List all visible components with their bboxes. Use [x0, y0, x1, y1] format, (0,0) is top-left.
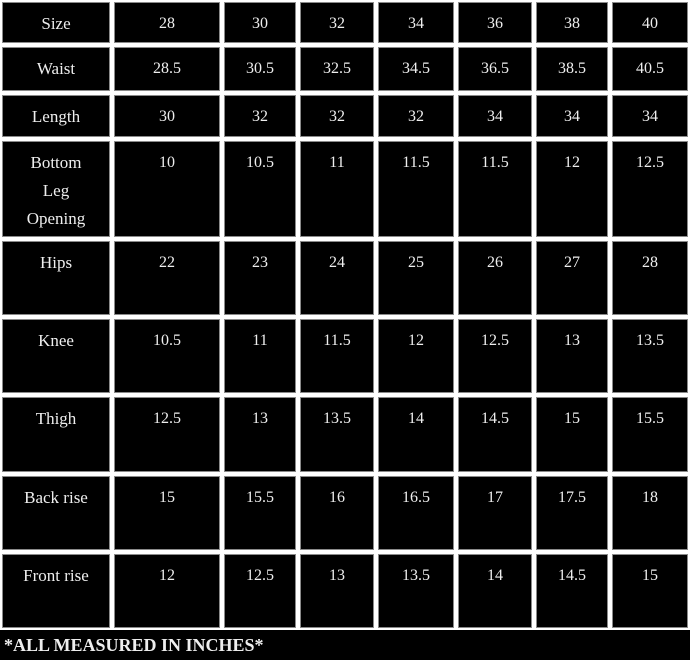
row-header: Hips	[2, 241, 110, 315]
table-cell: 36.5	[458, 47, 532, 91]
table-cell: 34	[536, 95, 608, 137]
table-cell: 38	[536, 2, 608, 43]
table-cell: 12	[536, 141, 608, 237]
table-cell: 24	[300, 241, 374, 315]
table-cell: 13.5	[378, 554, 454, 628]
table-cell: 40.5	[612, 47, 688, 91]
table-cell: 14.5	[458, 397, 532, 472]
table-cell: 32	[300, 95, 374, 137]
table-cell: 28	[114, 2, 220, 43]
table-cell: 12.5	[224, 554, 296, 628]
row-header: Thigh	[2, 397, 110, 472]
table-cell: 12	[114, 554, 220, 628]
measurement-note: *ALL MEASURED IN INCHES*	[0, 630, 690, 660]
table-cell: 18	[612, 476, 688, 550]
table-cell: 13.5	[300, 397, 374, 472]
table-cell: 23	[224, 241, 296, 315]
table-cell: 38.5	[536, 47, 608, 91]
table-cell: 10.5	[224, 141, 296, 237]
table-cell: 17.5	[536, 476, 608, 550]
table-cell: 16	[300, 476, 374, 550]
table-cell: 32	[378, 95, 454, 137]
table-cell: 32	[224, 95, 296, 137]
table-cell: 25	[378, 241, 454, 315]
table-cell: 13	[536, 319, 608, 393]
table-cell: 36	[458, 2, 532, 43]
row-header: Back rise	[2, 476, 110, 550]
table-cell: 11.5	[378, 141, 454, 237]
table-cell: 17	[458, 476, 532, 550]
table-cell: 22	[114, 241, 220, 315]
table-cell: 10.5	[114, 319, 220, 393]
row-header: Bottom Leg Opening	[2, 141, 110, 237]
table-cell: 34	[612, 95, 688, 137]
table-cell: 32	[300, 2, 374, 43]
table-cell: 11	[300, 141, 374, 237]
row-header: Front rise	[2, 554, 110, 628]
table-cell: 15	[536, 397, 608, 472]
table-cell: 14	[458, 554, 532, 628]
row-header: Size	[2, 2, 110, 43]
table-cell: 40	[612, 2, 688, 43]
table-cell: 15	[612, 554, 688, 628]
table-cell: 11	[224, 319, 296, 393]
table-cell: 34	[458, 95, 532, 137]
table-cell: 16.5	[378, 476, 454, 550]
table-cell: 34	[378, 2, 454, 43]
table-cell: 30.5	[224, 47, 296, 91]
size-chart-table: Size 28 30 32 34 36 38 40 Waist 28.5 30.5 32.5 34.5 3…	[2, 2, 688, 628]
table-cell: 10	[114, 141, 220, 237]
table-cell: 11.5	[300, 319, 374, 393]
table-cell: 12.5	[612, 141, 688, 237]
table-cell: 15.5	[224, 476, 296, 550]
table-cell: 30	[114, 95, 220, 137]
table-cell: 12.5	[458, 319, 532, 393]
row-header: Length	[2, 95, 110, 137]
table-cell: 28	[612, 241, 688, 315]
table-cell: 15.5	[612, 397, 688, 472]
row-header: Knee	[2, 319, 110, 393]
table-cell: 14.5	[536, 554, 608, 628]
table-cell: 11.5	[458, 141, 532, 237]
row-header: Waist	[2, 47, 110, 91]
table-cell: 12	[378, 319, 454, 393]
table-cell: 14	[378, 397, 454, 472]
table-cell: 13.5	[612, 319, 688, 393]
table-cell: 13	[300, 554, 374, 628]
table-cell: 28.5	[114, 47, 220, 91]
table-cell: 34.5	[378, 47, 454, 91]
table-cell: 13	[224, 397, 296, 472]
table-cell: 12.5	[114, 397, 220, 472]
table-cell: 26	[458, 241, 532, 315]
table-cell: 27	[536, 241, 608, 315]
table-cell: 15	[114, 476, 220, 550]
table-cell: 30	[224, 2, 296, 43]
table-cell: 32.5	[300, 47, 374, 91]
